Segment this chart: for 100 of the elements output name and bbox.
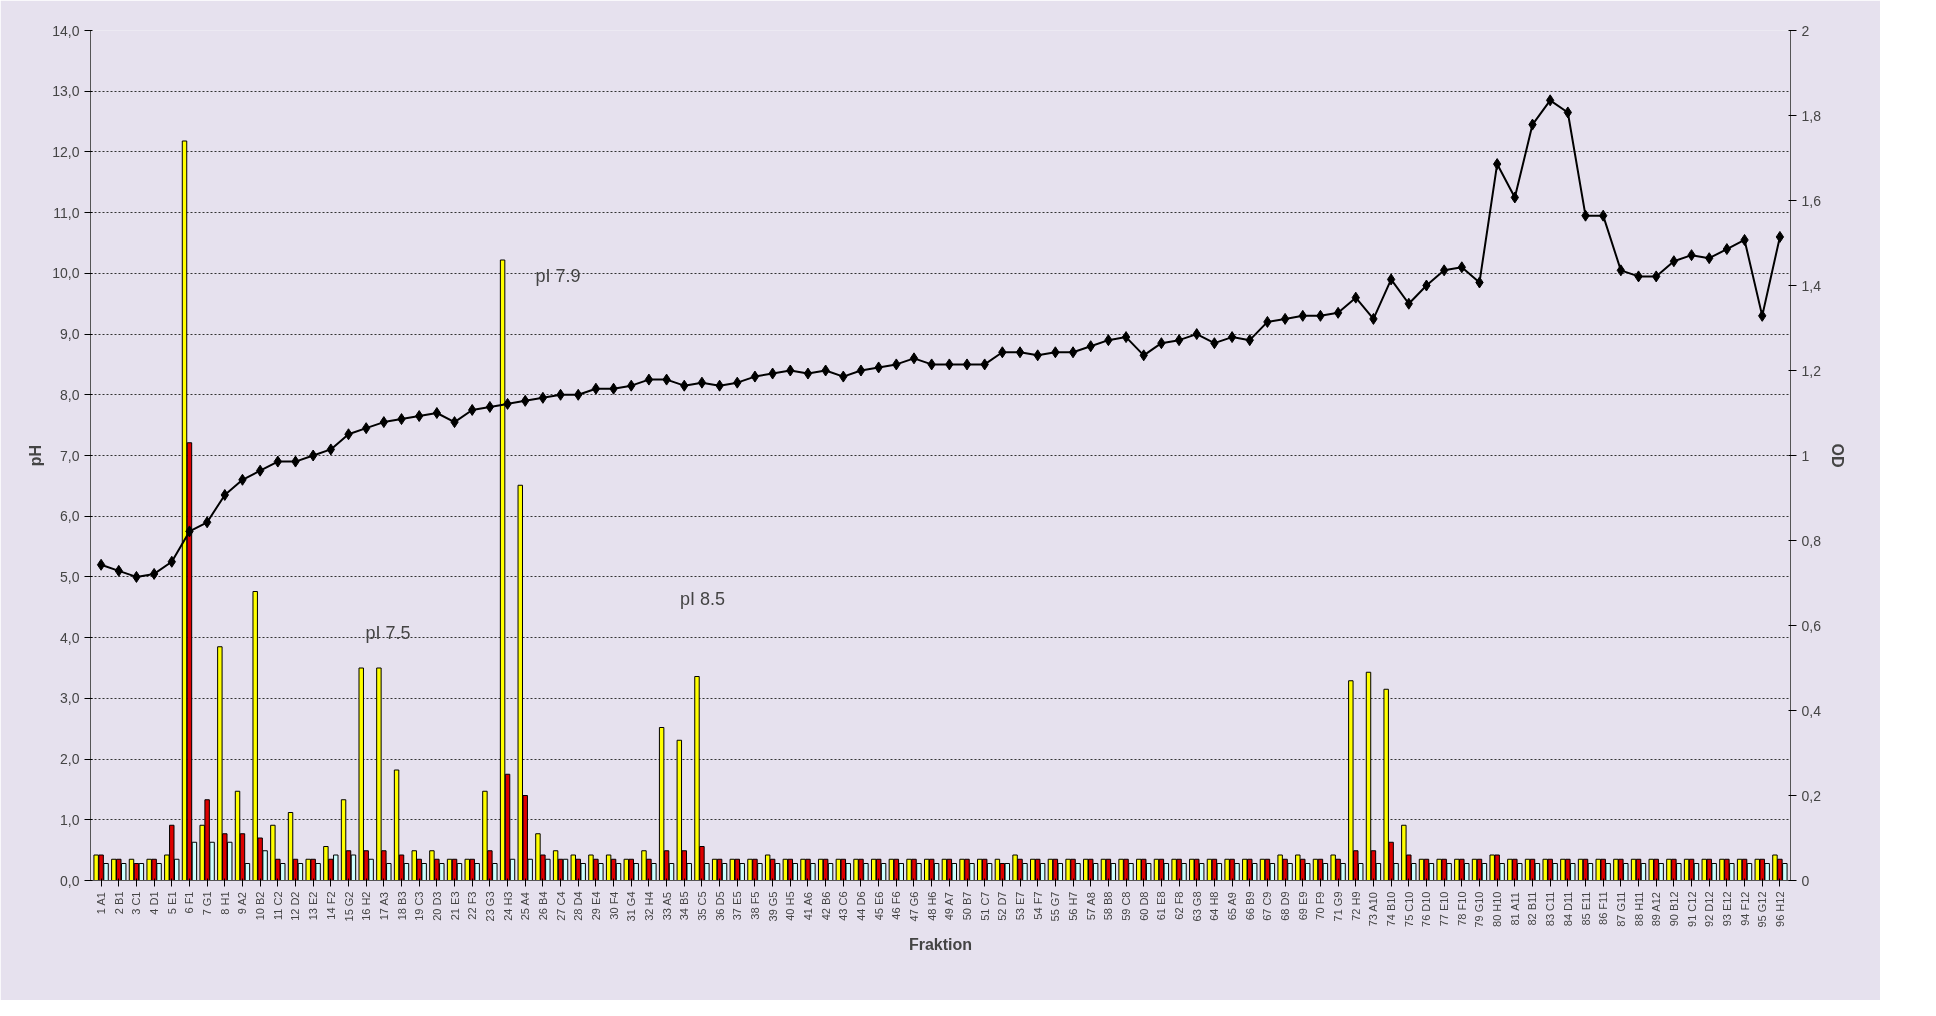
bar [456,863,463,881]
x-tick-label: 63 G8 [1190,891,1203,922]
y-tick-label: 11,0 [53,204,80,221]
x-tick-label: 81 A11 [1508,892,1521,926]
y2-axis-title: OD [1828,443,1846,468]
x-tick-label: 41 A6 [801,892,814,921]
x-tick-label: 43 C6 [837,891,850,921]
x-tick-label: 86 F11 [1597,891,1610,925]
x-tick-label: 8 H1 [218,891,231,915]
x-tick-label: 65 A9 [1226,892,1239,921]
x-tick-label: 92 D12 [1703,891,1716,927]
x-tick-label: 38 F5 [748,891,761,920]
y2-tick-label: 0 [1801,872,1810,889]
bar [297,863,304,881]
x-tick-label: 57 A8 [1084,892,1097,921]
y2-tick-label: 0,4 [1801,702,1822,719]
bar [323,846,329,881]
bar [1251,863,1258,881]
x-tick-label: 40 H5 [784,891,797,921]
x-tick-label: 19 C3 [413,891,426,921]
x-tick-label: 31 G4 [625,891,638,922]
x-tick-label: 20 D3 [430,891,443,921]
x-tick-label: 67 C9 [1261,891,1274,921]
x-tick-label: 15 G2 [342,891,355,922]
bar [986,863,993,881]
x-tick-label: 45 E6 [872,891,885,921]
x-tick-label: 71 G9 [1332,891,1345,922]
y-tick-label: 6,0 [60,508,80,525]
x-tick-label: 51 C7 [978,891,991,921]
x-tick-label: 90 B12 [1667,891,1680,927]
x-tick-label: 42 B6 [819,891,832,921]
y-tick-label: 2,0 [60,751,80,768]
x-tick-label: 79 G10 [1473,891,1486,928]
x-tick-label: 74 B10 [1385,891,1398,927]
x-tick-label: 76 D10 [1420,891,1433,927]
x-tick-label: 47 G6 [907,891,920,922]
bar [605,854,612,881]
x-tick-label: 82 B11 [1526,891,1539,926]
bar [1198,863,1205,881]
bar [1092,863,1099,881]
bar [393,769,400,881]
x-axis-title: Fraktion [908,935,973,953]
x-tick-label: 28 D4 [572,891,585,921]
x-tick-label: 52 D7 [996,891,1009,921]
x-tick-label: 24 H3 [501,891,514,921]
bar [721,863,728,881]
bar [1640,863,1647,881]
x-tick-label: 26 B4 [536,891,549,921]
bar [1534,863,1541,881]
y2-tick-label: 1 [1801,447,1810,464]
y-tick-label: 14,0 [52,22,80,39]
bar [1587,863,1594,881]
x-tick-label: 14 F2 [324,891,337,920]
x-tick-label: 58 B8 [1102,891,1115,921]
bar [1304,863,1311,881]
x-tick-label: 27 C4 [554,891,567,921]
x-tick-label: 68 D9 [1279,891,1292,921]
bar [676,739,683,881]
x-tick-label: 12 D2 [289,891,302,921]
x-tick-label: 36 D5 [713,891,726,921]
x-tick-label: 1 A1 [95,892,108,915]
x-tick-label: 33 A5 [660,892,673,921]
bar [658,727,665,881]
bar [1145,863,1152,881]
annotation: pI 7.9 [535,265,581,286]
x-tick-label: 70 F9 [1314,891,1327,920]
annotation: pI 7.5 [365,622,411,643]
x-tick-label: 37 E5 [731,891,744,921]
bar [340,799,347,881]
x-tick-label: 21 E3 [448,891,461,921]
y-tick-label: 5,0 [60,568,80,585]
bar [880,863,887,881]
y-tick-label: 12,0 [52,143,80,160]
y-tick-label: 3,0 [60,690,80,707]
y-tick-label: 9,0 [60,326,80,343]
y-tick-label: 8,0 [60,386,80,403]
x-tick-label: 18 B3 [395,891,408,921]
x-tick-label: 50 B7 [961,891,974,921]
y2-tick-label: 1,8 [1801,107,1822,124]
x-tick-label: 88 H11 [1632,891,1645,927]
x-tick-label: 46 F6 [890,891,903,920]
x-tick-label: 17 A3 [377,892,390,921]
x-tick-label: 91 C12 [1685,891,1698,927]
bar [1693,863,1700,881]
y-axis-title: pH [27,444,45,467]
bar [933,863,940,881]
y-tick-label: 7,0 [60,447,80,464]
x-tick-label: 39 G5 [766,891,779,922]
y2-tick-label: 2 [1801,22,1810,39]
y2-tick-label: 1,4 [1801,277,1822,294]
x-tick-label: 84 D11 [1561,891,1574,927]
x-tick-label: 73 A10 [1367,892,1380,927]
y2-tick-label: 0,6 [1801,617,1822,634]
x-tick-label: 83 C11 [1544,891,1557,927]
bar [764,854,771,881]
x-tick-label: 10 B2 [254,891,267,921]
bar [138,863,145,881]
x-tick-label: 56 H7 [1067,891,1080,921]
y-tick-label: 0,0 [60,872,80,889]
bar [1039,863,1046,881]
